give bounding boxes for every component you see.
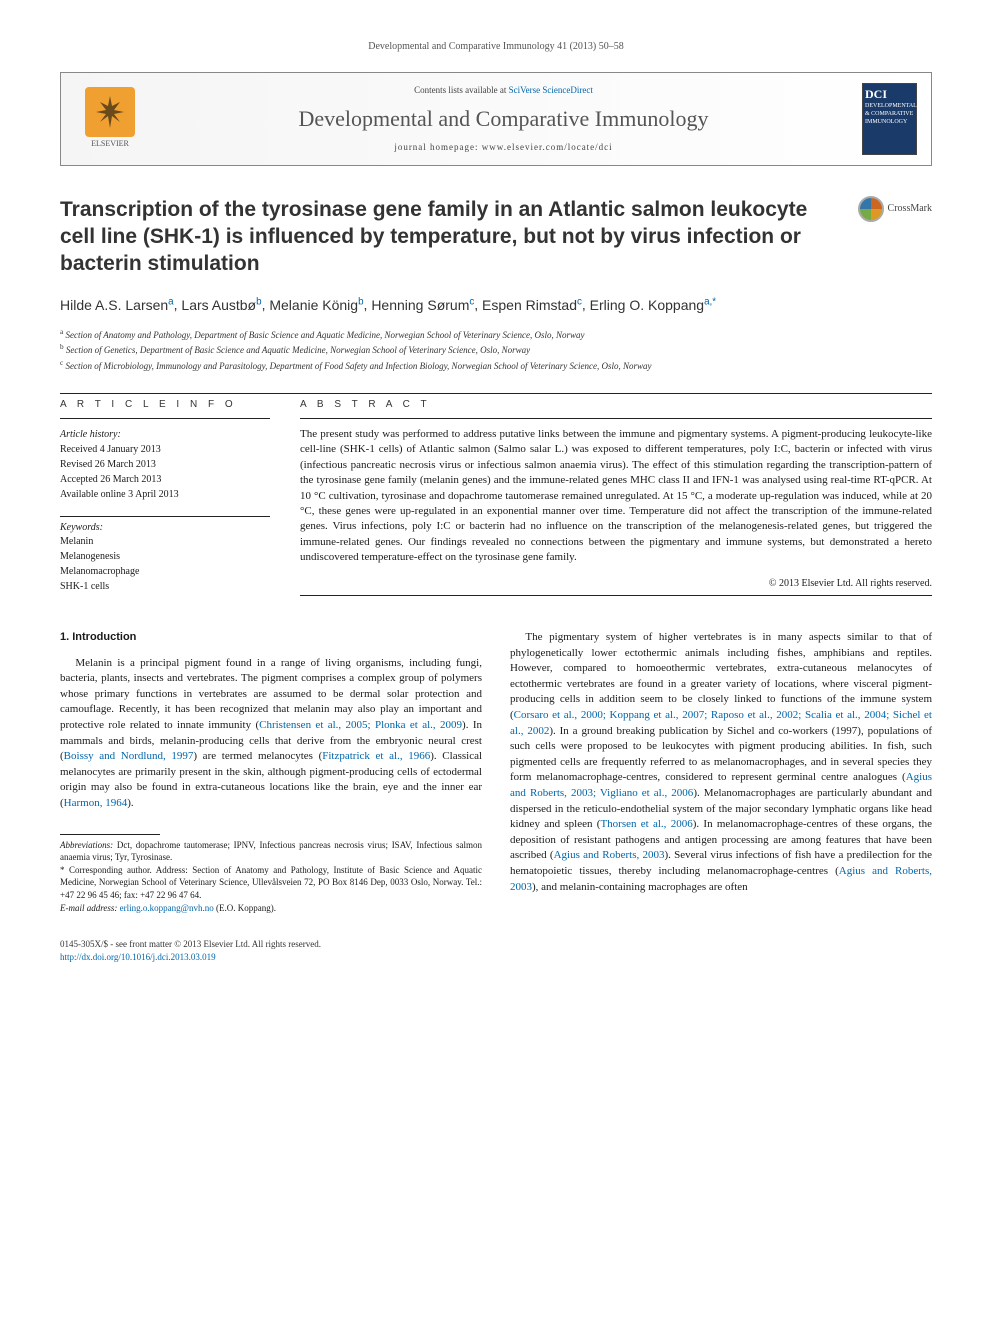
citation-link[interactable]: Christensen et al., 2005; Plonka et al.,… xyxy=(259,719,462,731)
keyword: Melanin xyxy=(60,534,270,549)
keywords-head: Keywords: xyxy=(60,521,270,535)
keywords: Keywords: Melanin Melanogenesis Melanoma… xyxy=(60,521,270,595)
running-head: Developmental and Comparative Immunology… xyxy=(60,40,932,54)
publisher-label: ELSEVIER xyxy=(91,139,129,150)
email-link[interactable]: erling.o.koppang@nvh.no xyxy=(120,903,214,913)
history-item: Available online 3 April 2013 xyxy=(60,487,270,502)
divider xyxy=(300,418,932,419)
cover-subtitle: DEVELOPMENTAL & COMPARATIVE IMMUNOLOGY xyxy=(865,102,914,126)
cover-code: DCI xyxy=(865,86,914,102)
affiliation: c Section of Microbiology, Immunology an… xyxy=(60,358,932,374)
author: Erling O. Koppanga,* xyxy=(590,297,716,313)
history-item: Accepted 26 March 2013 xyxy=(60,472,270,487)
info-abstract-row: A R T I C L E I N F O Article history: R… xyxy=(60,398,932,600)
history-head: Article history: xyxy=(60,427,270,442)
contents-available-line: Contents lists available at SciVerse Sci… xyxy=(155,84,852,96)
journal-cover-thumb: DCI DEVELOPMENTAL & COMPARATIVE IMMUNOLO… xyxy=(862,83,917,155)
contents-prefix: Contents lists available at xyxy=(414,85,508,95)
abstract-label: A B S T R A C T xyxy=(300,398,932,412)
abbreviations: Abbreviations: Dct, dopachrome tautomera… xyxy=(60,839,482,864)
divider xyxy=(60,516,270,517)
footnote-rule xyxy=(60,834,160,835)
issn-line: 0145-305X/$ - see front matter © 2013 El… xyxy=(60,938,932,951)
journal-homepage-line: journal homepage: www.elsevier.com/locat… xyxy=(155,141,852,153)
section-heading: 1. Introduction xyxy=(60,630,482,646)
doi-link[interactable]: http://dx.doi.org/10.1016/j.dci.2013.03.… xyxy=(60,951,932,964)
journal-title: Developmental and Comparative Immunology xyxy=(155,104,852,134)
divider xyxy=(60,418,270,419)
author: Melanie Königb xyxy=(269,297,363,313)
footer-meta: 0145-305X/$ - see front matter © 2013 El… xyxy=(60,938,932,963)
abstract: A B S T R A C T The present study was pe… xyxy=(300,398,932,600)
crossmark-icon xyxy=(858,196,884,222)
author: Hilde A.S. Larsena xyxy=(60,297,174,313)
title-row: Transcription of the tyrosinase gene fam… xyxy=(60,196,932,278)
author: Espen Rimstadc xyxy=(482,297,582,313)
divider xyxy=(60,393,932,394)
author-list: Hilde A.S. Larsena, Lars Austbøb, Melani… xyxy=(60,295,932,315)
history-item: Received 4 January 2013 xyxy=(60,442,270,457)
affiliation: b Section of Genetics, Department of Bas… xyxy=(60,342,932,358)
body-paragraph: The pigmentary system of higher vertebra… xyxy=(510,630,932,895)
corresponding-author: * Corresponding author. Address: Section… xyxy=(60,864,482,902)
author: Henning Sørumc xyxy=(371,297,474,313)
footnotes: Abbreviations: Dct, dopachrome tautomera… xyxy=(60,834,482,915)
homepage-prefix: journal homepage: xyxy=(394,142,481,152)
citation-link[interactable]: Fitzpatrick et al., 1966 xyxy=(322,750,430,762)
keyword: SHK-1 cells xyxy=(60,579,270,594)
crossmark-label: CrossMark xyxy=(888,202,932,216)
email-line: E-mail address: erling.o.koppang@nvh.no … xyxy=(60,902,482,915)
journal-banner: ELSEVIER Contents lists available at Sci… xyxy=(60,72,932,166)
affiliation: a Section of Anatomy and Pathology, Depa… xyxy=(60,327,932,343)
article-info-label: A R T I C L E I N F O xyxy=(60,398,270,412)
affiliations: a Section of Anatomy and Pathology, Depa… xyxy=(60,327,932,374)
citation-link[interactable]: Thorsen et al., 2006 xyxy=(600,818,692,830)
banner-center: Contents lists available at SciVerse Sci… xyxy=(145,84,862,154)
article-history: Article history: Received 4 January 2013… xyxy=(60,427,270,502)
body-columns: 1. Introduction Melanin is a principal p… xyxy=(60,630,932,914)
copyright-line: © 2013 Elsevier Ltd. All rights reserved… xyxy=(300,577,932,591)
keyword: Melanomacrophage xyxy=(60,564,270,579)
citation-link[interactable]: Agius and Roberts, 2003 xyxy=(554,849,665,861)
author: Lars Austbøb xyxy=(181,297,261,313)
citation-link[interactable]: Harmon, 1964 xyxy=(64,797,128,809)
publisher-logo-block: ELSEVIER xyxy=(75,87,145,150)
citation-link[interactable]: Boissy and Nordlund, 1997 xyxy=(64,750,194,762)
body-paragraph: Melanin is a principal pigment found in … xyxy=(60,656,482,812)
crossmark-widget[interactable]: CrossMark xyxy=(858,196,932,222)
abstract-text: The present study was performed to addre… xyxy=(300,427,932,566)
sciencedirect-link[interactable]: SciVerse ScienceDirect xyxy=(509,85,593,95)
homepage-url[interactable]: www.elsevier.com/locate/dci xyxy=(482,142,613,152)
article-title: Transcription of the tyrosinase gene fam… xyxy=(60,196,820,278)
divider xyxy=(300,595,932,596)
keyword: Melanogenesis xyxy=(60,549,270,564)
article-info: A R T I C L E I N F O Article history: R… xyxy=(60,398,270,600)
history-item: Revised 26 March 2013 xyxy=(60,457,270,472)
elsevier-tree-icon xyxy=(85,87,135,137)
